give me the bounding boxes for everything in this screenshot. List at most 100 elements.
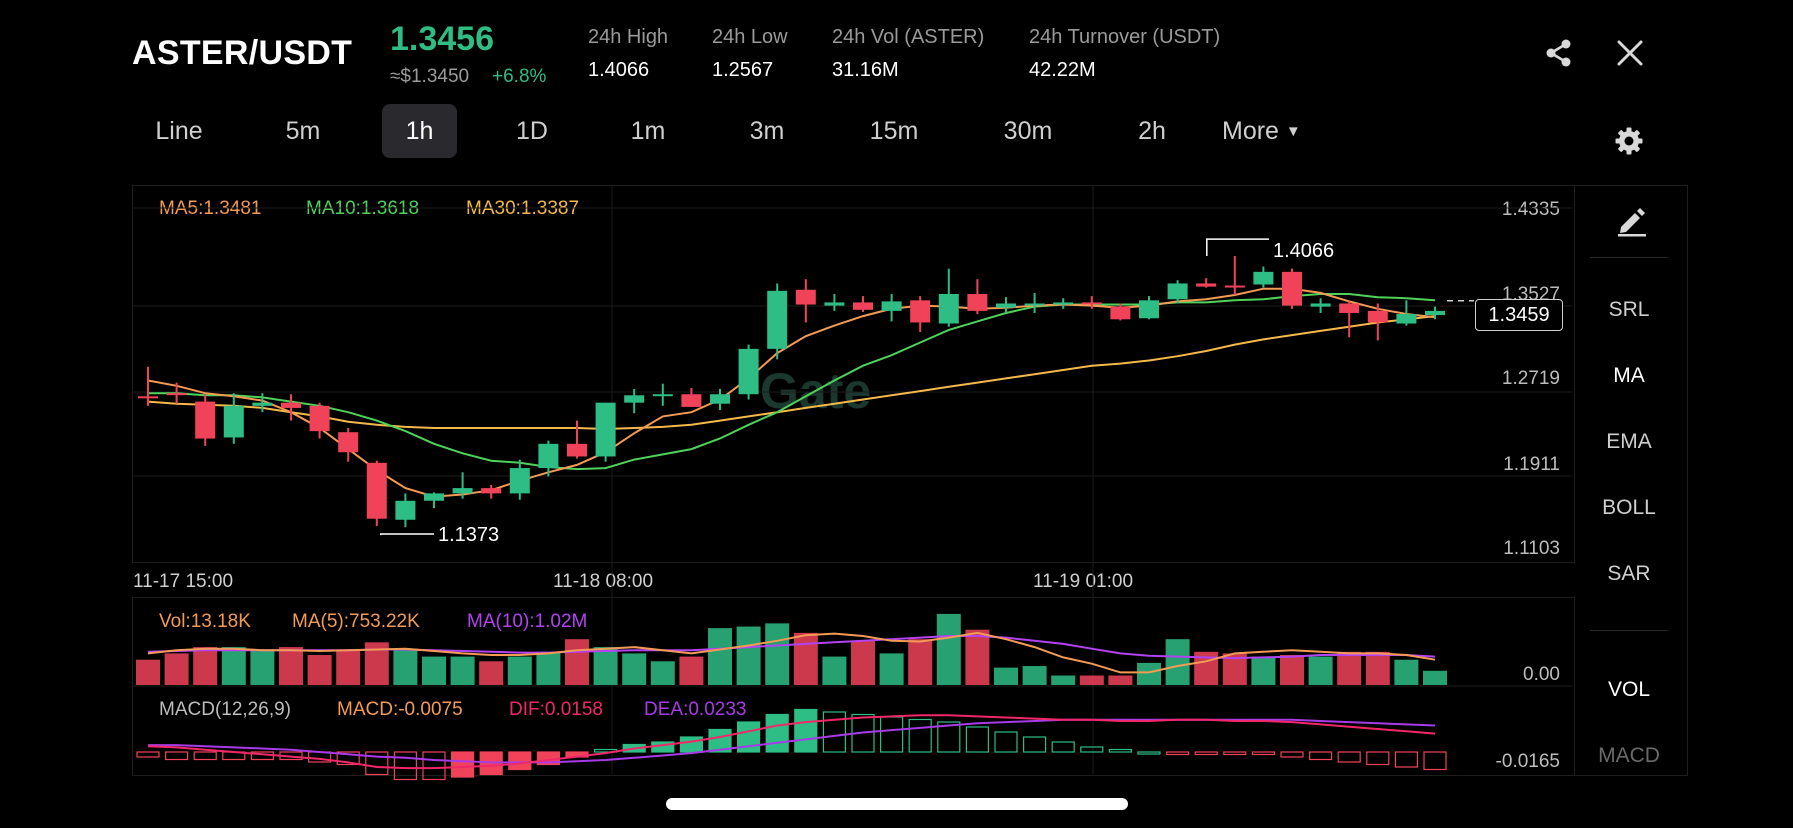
volume-bar <box>507 656 532 685</box>
candle-body <box>509 468 530 494</box>
last-price: 1.3456 <box>390 20 494 58</box>
macd-dif-line <box>147 714 1436 770</box>
gear-icon[interactable] <box>1614 126 1644 156</box>
sidebar-divider <box>1590 630 1668 631</box>
volume-bar <box>650 661 675 685</box>
stat-label-vol: 24h Vol (ASTER) <box>832 26 985 48</box>
candle-body <box>281 402 301 408</box>
macd-histogram-bar <box>1280 751 1304 758</box>
time-tick: 11-19 01:00 <box>1033 571 1134 592</box>
candle-body <box>1110 306 1131 320</box>
macd-value-legend: MACD:-0.0075 <box>337 699 463 720</box>
indicator-sar[interactable]: SAR <box>1607 562 1651 585</box>
volume-bar <box>221 647 246 685</box>
price-tick: 1.1911 <box>1503 454 1560 475</box>
candle-body <box>1139 300 1159 319</box>
macd-histogram-bar <box>1080 746 1104 753</box>
candle-body <box>624 395 645 403</box>
share-icon[interactable] <box>1543 37 1575 69</box>
volume-bar <box>965 629 990 685</box>
candle-body <box>1253 271 1274 285</box>
volume-ma5-line <box>147 631 1436 674</box>
volume-bar <box>307 654 332 685</box>
tab-3m[interactable]: 3m <box>749 117 785 145</box>
candle-body <box>481 488 502 494</box>
more-dropdown[interactable]: More ▼ <box>1222 104 1318 158</box>
indicator-ema[interactable]: EMA <box>1606 430 1652 453</box>
candle-body <box>938 293 959 324</box>
close-icon[interactable] <box>1614 37 1646 69</box>
low-marker-label: 1.1373 <box>438 524 500 546</box>
stat-label-high: 24h High <box>588 26 669 48</box>
tab-2h[interactable]: 2h <box>1138 117 1166 145</box>
price-chart-panel[interactable] <box>132 185 1575 563</box>
ma5-line <box>147 287 1436 498</box>
tab-1d[interactable]: 1D <box>516 117 548 145</box>
macd-histogram-bar <box>422 751 446 781</box>
tab-15m[interactable]: 15m <box>869 117 919 145</box>
macd-histogram-bar <box>1223 751 1247 756</box>
more-label: More <box>1222 117 1279 145</box>
candle-body <box>338 432 359 453</box>
volume-bar <box>1079 675 1104 685</box>
candle-body <box>252 402 273 406</box>
indicator-ma[interactable]: MA <box>1613 364 1645 387</box>
candle-body <box>567 443 587 457</box>
candle-body <box>1310 303 1331 307</box>
candle-body <box>595 402 616 457</box>
tab-1m[interactable]: 1m <box>630 117 666 145</box>
volume-bar <box>708 628 732 685</box>
indicator-srl[interactable]: SRL <box>1608 298 1650 321</box>
candle-body <box>395 500 416 520</box>
volume-bar <box>736 626 761 685</box>
candle-body <box>195 401 216 439</box>
volume-bar <box>279 647 303 685</box>
macd-histogram-bar <box>1394 751 1419 768</box>
volume-bar <box>393 648 418 685</box>
candle-body <box>309 405 330 432</box>
approx-usd-price: ≈$1.3450 <box>390 66 470 87</box>
volume-bar <box>936 613 961 685</box>
macd-histogram-bar <box>1194 751 1218 756</box>
volume-bar <box>1137 662 1161 685</box>
stat-value-turnover: 42.22M <box>1029 59 1096 81</box>
home-indicator[interactable] <box>666 798 1128 810</box>
volume-bar <box>136 659 160 685</box>
volume-bar <box>422 656 446 685</box>
indicator-vol[interactable]: VOL <box>1607 678 1651 701</box>
indicator-boll[interactable]: BOLL <box>1602 496 1656 519</box>
stat-label-low: 24h Low <box>712 26 788 48</box>
tab-line[interactable]: Line <box>155 117 203 145</box>
macd-histogram-bar <box>1022 736 1047 753</box>
volume-bar <box>1337 651 1362 685</box>
volume-bar <box>536 651 561 685</box>
candle-body <box>1081 302 1102 305</box>
indicator-macd[interactable]: MACD <box>1598 744 1660 767</box>
tab-30m[interactable]: 30m <box>1003 117 1053 145</box>
volume-bar <box>879 653 904 685</box>
tab-1h[interactable]: 1h <box>382 104 457 158</box>
candle-body <box>681 394 702 407</box>
volume-bar <box>822 656 847 685</box>
volume-bar <box>1280 654 1304 685</box>
pencil-icon[interactable] <box>1614 203 1648 237</box>
macd-histogram-bar <box>1366 751 1390 766</box>
volume-bar <box>193 647 218 685</box>
candle-body <box>1425 310 1445 316</box>
tab-5m[interactable]: 5m <box>285 117 321 145</box>
indicator-panel[interactable] <box>132 597 1575 776</box>
vol-ma5-legend: MA(5):753.22K <box>292 611 420 632</box>
macd-histogram-bar <box>679 736 704 753</box>
macd-histogram-bar <box>1423 751 1447 771</box>
volume-bar <box>1022 666 1047 685</box>
candle-body <box>738 348 759 395</box>
macd-histogram-bar <box>336 751 360 766</box>
candle-body <box>824 302 845 306</box>
volume-bar <box>565 639 589 685</box>
macd-histogram-bar <box>822 711 847 753</box>
volume-bar <box>793 632 818 685</box>
volume-bar <box>1051 675 1076 685</box>
time-tick: 11-17 15:00 <box>133 571 234 592</box>
candle-body <box>166 393 187 396</box>
